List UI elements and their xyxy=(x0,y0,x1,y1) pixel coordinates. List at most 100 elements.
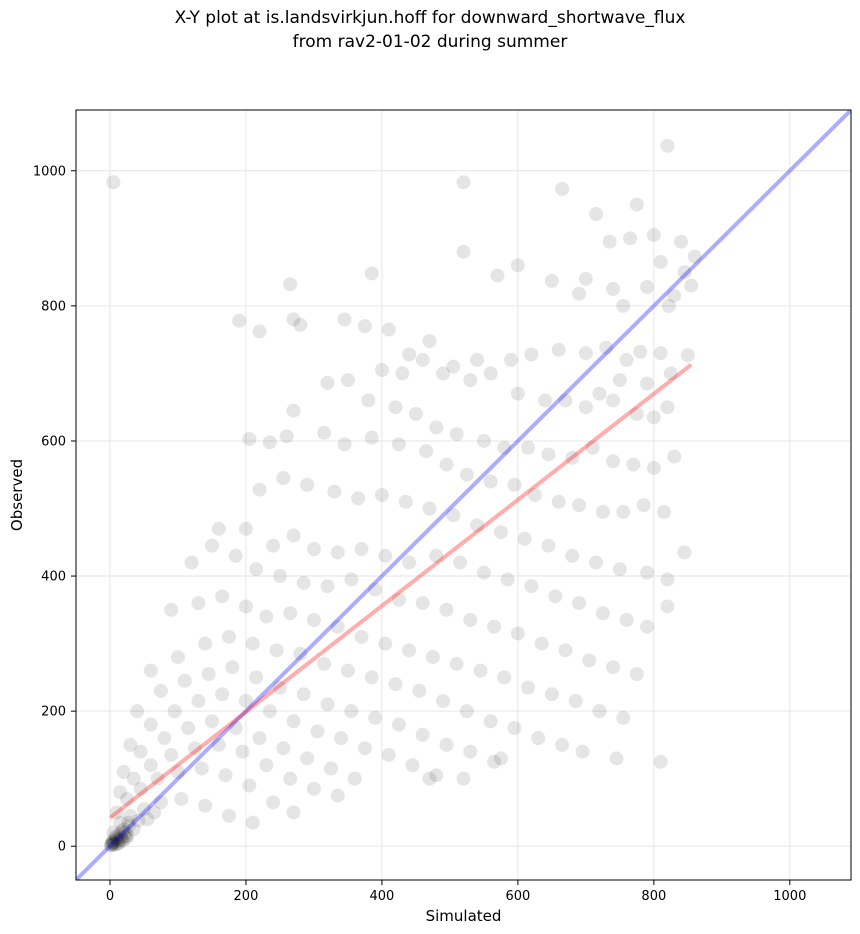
data-point xyxy=(667,288,682,303)
data-point xyxy=(368,582,383,597)
data-point xyxy=(364,266,379,281)
data-point xyxy=(436,366,451,381)
data-point xyxy=(558,393,573,408)
data-point xyxy=(204,714,219,729)
data-point xyxy=(661,298,676,313)
data-point xyxy=(619,612,634,627)
identity-line xyxy=(76,110,851,880)
data-point xyxy=(422,334,437,348)
data-point xyxy=(633,344,648,359)
data-point xyxy=(616,710,631,725)
data-point xyxy=(317,656,332,671)
data-point xyxy=(215,589,230,604)
data-point xyxy=(606,393,621,408)
data-point xyxy=(493,751,508,766)
data-point xyxy=(347,771,362,786)
data-point xyxy=(507,477,522,492)
data-point xyxy=(585,440,600,455)
data-point xyxy=(487,754,502,769)
data-point xyxy=(476,565,491,580)
data-point xyxy=(429,420,444,435)
data-point xyxy=(126,822,141,837)
data-points xyxy=(103,138,702,853)
data-point xyxy=(113,815,128,830)
data-point xyxy=(565,450,580,465)
data-point xyxy=(293,317,308,332)
data-point xyxy=(117,829,132,844)
data-point xyxy=(629,197,644,212)
data-point xyxy=(252,324,267,339)
data-point xyxy=(283,277,298,292)
data-point xyxy=(126,771,141,786)
data-point xyxy=(252,482,267,497)
data-point xyxy=(640,279,655,294)
data-point xyxy=(459,704,474,719)
data-point xyxy=(114,832,129,847)
data-point xyxy=(262,435,277,450)
data-point xyxy=(276,471,291,486)
data-point xyxy=(157,731,172,746)
data-point xyxy=(283,606,298,621)
data-point xyxy=(320,697,335,712)
data-point xyxy=(181,721,196,736)
data-point xyxy=(646,410,661,425)
data-point xyxy=(106,825,121,840)
data-point xyxy=(493,525,508,540)
data-point xyxy=(612,373,627,388)
data-point xyxy=(510,258,525,273)
data-point xyxy=(105,833,120,848)
data-point xyxy=(439,457,454,472)
data-point xyxy=(521,440,536,455)
data-point xyxy=(293,646,308,661)
data-point xyxy=(541,538,556,553)
data-point xyxy=(113,785,128,800)
data-point xyxy=(143,717,158,732)
data-point xyxy=(402,347,417,362)
data-point xyxy=(599,340,614,355)
data-point xyxy=(105,837,120,852)
data-point xyxy=(483,474,498,489)
data-point xyxy=(551,342,566,357)
data-point xyxy=(269,643,284,658)
data-point xyxy=(364,430,379,445)
data-point xyxy=(167,704,182,719)
y-tick-label: 200 xyxy=(41,705,66,720)
data-point xyxy=(133,744,148,759)
data-point xyxy=(306,542,321,557)
data-point xyxy=(238,599,253,614)
data-point xyxy=(374,363,389,378)
data-point xyxy=(143,663,158,678)
data-point xyxy=(405,758,420,773)
data-point xyxy=(184,555,199,570)
data-point xyxy=(629,666,644,681)
data-point xyxy=(116,822,131,837)
data-point xyxy=(121,815,136,830)
data-point xyxy=(646,460,661,475)
data-point xyxy=(201,666,216,681)
data-point xyxy=(111,833,126,848)
grid xyxy=(76,110,851,880)
data-point xyxy=(456,244,471,259)
y-axis-ticks: 0 200 400 600 800 1000 xyxy=(33,164,76,855)
data-point xyxy=(507,721,522,736)
data-point xyxy=(544,273,559,288)
data-point xyxy=(242,778,257,793)
data-point xyxy=(446,359,461,374)
data-point xyxy=(153,795,168,810)
data-point xyxy=(300,751,315,766)
x-tick-label: 400 xyxy=(370,889,395,904)
data-point xyxy=(422,501,437,516)
data-point xyxy=(616,504,631,519)
data-point xyxy=(606,454,621,469)
data-point xyxy=(330,545,345,560)
data-point xyxy=(266,795,281,810)
data-point xyxy=(521,680,536,695)
data-point xyxy=(130,704,145,719)
data-point xyxy=(510,386,525,401)
data-point xyxy=(119,831,134,846)
data-point xyxy=(626,457,641,472)
x-tick-label: 0 xyxy=(106,889,114,904)
data-point xyxy=(391,592,406,607)
